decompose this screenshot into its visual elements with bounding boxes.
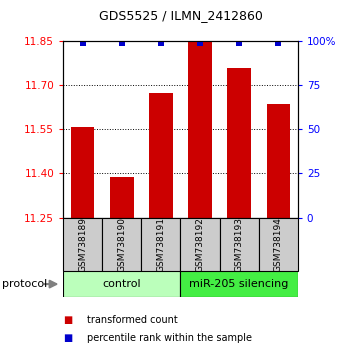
Bar [71,127,95,218]
FancyBboxPatch shape [142,218,180,271]
Text: GSM738192: GSM738192 [196,217,205,272]
FancyBboxPatch shape [219,218,259,271]
Text: protocol: protocol [2,279,47,289]
FancyBboxPatch shape [259,218,298,271]
Text: transformed count: transformed count [87,315,177,325]
Text: ■: ■ [63,315,73,325]
Text: GSM738189: GSM738189 [78,217,87,272]
Text: ■: ■ [63,333,73,343]
Text: miR-205 silencing: miR-205 silencing [190,279,289,289]
FancyBboxPatch shape [63,271,180,297]
Text: percentile rank within the sample: percentile rank within the sample [87,333,252,343]
FancyBboxPatch shape [180,271,298,297]
Text: control: control [103,279,141,289]
Text: GDS5525 / ILMN_2412860: GDS5525 / ILMN_2412860 [99,9,262,22]
Bar [149,93,173,218]
Bar [110,177,134,218]
FancyBboxPatch shape [63,218,102,271]
Text: GSM738194: GSM738194 [274,217,283,272]
Text: GSM738193: GSM738193 [235,217,244,272]
Text: GSM738191: GSM738191 [156,217,165,272]
Bar [188,41,212,218]
FancyBboxPatch shape [102,218,142,271]
Bar [227,68,251,218]
Bar [266,103,290,218]
FancyBboxPatch shape [180,218,219,271]
Text: GSM738190: GSM738190 [117,217,126,272]
